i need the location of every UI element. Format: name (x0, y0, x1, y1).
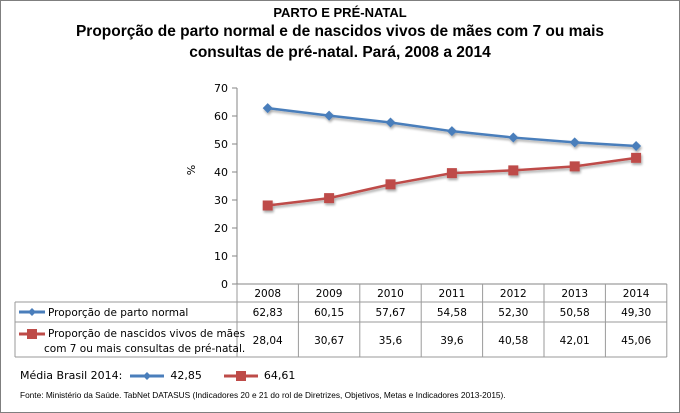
axes: 0 10 20 30 40 50 60 70 (214, 82, 238, 291)
y-tick-label: 20 (214, 222, 228, 235)
table-cell-consultas: 45,06 (621, 335, 651, 347)
table-cell-parto: 62,83 (253, 307, 283, 319)
table-cell-consultas: 39,6 (440, 335, 464, 347)
series-parto-normal (262, 103, 642, 151)
media-label: Média Brasil 2014: (20, 369, 123, 382)
series-consultas (262, 152, 642, 211)
table-cell-consultas: 40,58 (498, 335, 528, 347)
x-tick-label: 2011 (439, 288, 466, 300)
data-point-square (508, 165, 519, 176)
table-cell-consultas: 42,01 (560, 335, 590, 347)
x-tick-label: 2008 (254, 288, 281, 300)
chart-title-line2: consultas de pré-natal. Pará, 2008 a 201… (189, 44, 491, 61)
data-point-diamond (262, 103, 273, 114)
table-cell-parto: 54,58 (437, 307, 467, 319)
chart-title-line1: Proporção de parto normal e de nascidos … (75, 23, 605, 40)
x-tick-label: 2014 (623, 288, 650, 300)
legend-square-icon (27, 329, 37, 339)
table-cell-consultas: 30,67 (314, 335, 344, 347)
media-value-consultas: 64,61 (263, 369, 296, 382)
y-tick-label: 40 (214, 166, 228, 179)
data-point-diamond (631, 140, 642, 151)
data-point-diamond (385, 117, 396, 128)
media-brasil: Média Brasil 2014: 42,85 64,61 (20, 369, 317, 382)
data-point-diamond (446, 126, 457, 137)
data-point-square (324, 193, 335, 204)
data-point-square (262, 200, 273, 211)
legend-label-parto: Proporção de parto normal (48, 307, 188, 319)
data-point-square (569, 161, 580, 172)
legend-label-consultas-line2: com 7 ou mais consultas de pré-natal. (44, 343, 245, 355)
y-axis-label: % (185, 165, 198, 175)
x-tick-label: 2012 (500, 288, 527, 300)
data-point-diamond (324, 110, 335, 121)
y-tick-label: 0 (221, 278, 228, 291)
y-tick-label: 60 (214, 110, 228, 123)
table-cell-parto: 52,30 (498, 307, 528, 319)
data-point-square (631, 152, 642, 163)
data-point-diamond (569, 137, 580, 148)
x-tick-label: 2010 (377, 288, 404, 300)
series-line (267, 156, 637, 207)
x-tick-label: 2013 (561, 288, 588, 300)
table-cell-parto: 57,67 (375, 307, 405, 319)
data-point-square (446, 168, 457, 179)
legend-diamond-icon (28, 308, 36, 316)
series-group (262, 103, 642, 211)
section-title: PARTO E PRÉ-NATAL (273, 5, 407, 20)
table-cell-consultas: 35,6 (379, 335, 403, 347)
data-point-square (385, 179, 396, 190)
legend-label-consultas-line1: Proporção de nascidos vivos de mães (48, 328, 245, 340)
table-cell-parto: 49,30 (621, 307, 651, 319)
source-note: Fonte: Ministério da Saúde. TabNet DATAS… (20, 390, 506, 400)
chart-title: Proporção de parto normal e de nascidos … (60, 21, 620, 63)
media-value-parto: 42,85 (170, 369, 202, 382)
table-cell-parto: 60,15 (314, 307, 344, 319)
legend-diamond-icon (130, 371, 165, 380)
y-tick-label: 30 (214, 194, 228, 207)
y-tick-label: 10 (214, 250, 228, 263)
data-point-diamond (508, 132, 519, 143)
table-cell-parto: 50,58 (560, 307, 590, 319)
legend-square-icon (223, 370, 258, 381)
y-tick-label: 70 (214, 82, 228, 95)
table-cell-consultas: 28,04 (253, 335, 283, 347)
x-tick-label: 2009 (316, 288, 343, 300)
y-tick-label: 50 (214, 138, 228, 151)
data-table: 2008 2009 2010 2011 2012 2013 2014 Proporção de… (14, 283, 668, 358)
